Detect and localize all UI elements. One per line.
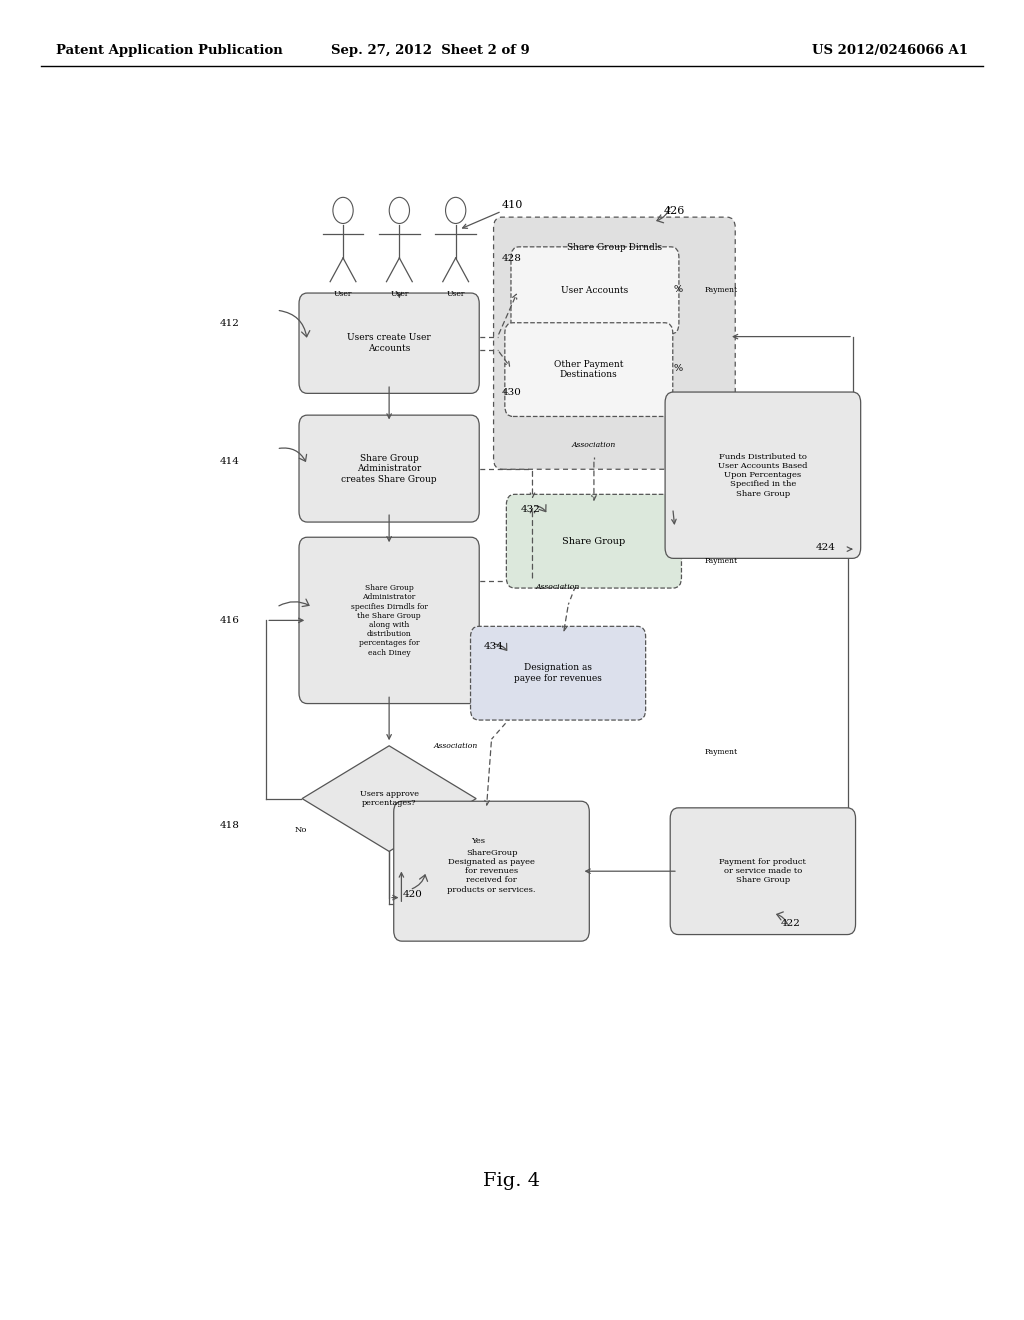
FancyBboxPatch shape (505, 322, 673, 417)
Text: 424: 424 (816, 544, 836, 552)
Text: Other Payment
Destinations: Other Payment Destinations (554, 360, 624, 379)
Text: Association: Association (433, 742, 478, 750)
Text: %: % (674, 364, 682, 372)
Text: Share Group
Administrator
specifies Dirndls for
the Share Group
along with
distr: Share Group Administrator specifies Dirn… (350, 585, 428, 656)
Text: 412: 412 (220, 319, 240, 327)
Text: Users create User
Accounts: Users create User Accounts (347, 334, 431, 352)
Text: Share Group: Share Group (562, 537, 626, 545)
Text: 434: 434 (483, 643, 503, 651)
FancyBboxPatch shape (299, 414, 479, 521)
Text: %: % (674, 285, 682, 293)
FancyArrowPatch shape (495, 643, 507, 651)
FancyArrowPatch shape (280, 447, 306, 461)
Text: Payment: Payment (705, 748, 737, 756)
FancyBboxPatch shape (299, 537, 479, 704)
Text: 416: 416 (220, 616, 240, 624)
Text: Designation as
payee for revenues: Designation as payee for revenues (514, 664, 602, 682)
FancyBboxPatch shape (299, 293, 479, 393)
Text: User: User (334, 290, 352, 298)
Text: 430: 430 (502, 388, 521, 396)
Text: Yes: Yes (471, 837, 485, 845)
FancyBboxPatch shape (511, 247, 679, 334)
FancyArrowPatch shape (279, 599, 309, 606)
Text: No: No (295, 826, 307, 834)
Text: 420: 420 (402, 891, 422, 899)
Text: User: User (390, 290, 409, 298)
Text: US 2012/0246066 A1: US 2012/0246066 A1 (812, 44, 968, 57)
Text: Funds Distributed to
User Accounts Based
Upon Percentages
Specified in the
Share: Funds Distributed to User Accounts Based… (718, 453, 808, 498)
Text: Payment: Payment (705, 286, 737, 294)
Polygon shape (302, 746, 476, 851)
Text: Sep. 27, 2012  Sheet 2 of 9: Sep. 27, 2012 Sheet 2 of 9 (331, 44, 529, 57)
Text: 418: 418 (220, 821, 240, 829)
Text: User Accounts: User Accounts (561, 286, 629, 294)
Text: Payment: Payment (705, 557, 737, 565)
FancyBboxPatch shape (506, 495, 682, 589)
FancyBboxPatch shape (393, 801, 589, 941)
Text: Users approve
percentages?: Users approve percentages? (359, 789, 419, 808)
FancyArrowPatch shape (777, 912, 787, 924)
FancyArrowPatch shape (536, 504, 546, 512)
FancyBboxPatch shape (471, 627, 646, 721)
Text: 422: 422 (780, 920, 800, 928)
Text: ShareGroup
Designated as payee
for revenues
received for
products or services.: ShareGroup Designated as payee for reven… (447, 849, 536, 894)
FancyArrowPatch shape (657, 207, 670, 223)
Text: User: User (446, 290, 465, 298)
Text: Association: Association (536, 583, 581, 591)
FancyBboxPatch shape (494, 218, 735, 470)
Text: 428: 428 (502, 255, 521, 263)
Text: 414: 414 (220, 458, 240, 466)
Text: Fig. 4: Fig. 4 (483, 1172, 541, 1191)
Text: 432: 432 (520, 506, 540, 513)
Text: Patent Application Publication: Patent Application Publication (56, 44, 283, 57)
Text: Payment for product
or service made to
Share Group: Payment for product or service made to S… (720, 858, 806, 884)
FancyBboxPatch shape (670, 808, 855, 935)
FancyArrowPatch shape (280, 310, 310, 337)
Text: Share Group Dirndls: Share Group Dirndls (567, 243, 662, 252)
Text: 426: 426 (664, 206, 685, 216)
FancyArrowPatch shape (413, 875, 428, 888)
Text: Share Group
Administrator
creates Share Group: Share Group Administrator creates Share … (341, 454, 437, 483)
Text: Association: Association (571, 441, 616, 449)
FancyBboxPatch shape (666, 392, 860, 558)
Text: 410: 410 (502, 199, 523, 210)
